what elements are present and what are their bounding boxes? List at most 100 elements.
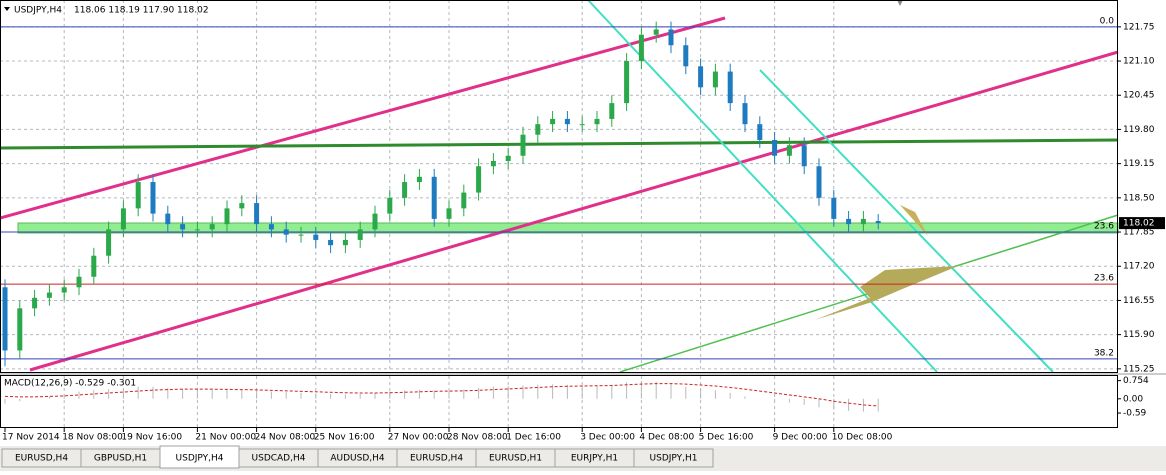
candle-body <box>298 234 304 236</box>
ohlc: 118.06 118.19 117.90 118.02 <box>74 6 209 16</box>
channel-line <box>759 69 1054 373</box>
x-tick-label: 25 Nov 16:00 <box>314 433 375 443</box>
tab-label[interactable]: USDJPY,H4 <box>176 454 224 464</box>
candle-body <box>342 239 348 246</box>
candle-body <box>624 61 630 104</box>
channel-line <box>0 16 726 220</box>
plot <box>0 21 1118 412</box>
tab-label[interactable]: GBPUSD,H1 <box>94 454 147 464</box>
y-tick-label: 116.55 <box>1123 296 1155 306</box>
tab-label[interactable]: EURJPY,H1 <box>571 454 618 464</box>
candle-body <box>416 176 422 183</box>
x-tick-label: 28 Nov 08:00 <box>447 433 508 443</box>
candle-body <box>283 229 289 235</box>
candle-body <box>180 224 186 230</box>
tab-label[interactable]: USDCAD,H4 <box>252 454 306 464</box>
y-tick-label: 121.10 <box>1123 57 1155 67</box>
candle-body <box>712 71 718 88</box>
candle-body <box>313 234 319 240</box>
x-tick-label: 5 Dec 16:00 <box>699 433 754 443</box>
x-tick-label: 27 Nov 00:00 <box>388 433 449 443</box>
candle-body <box>17 308 23 351</box>
candle-body <box>150 182 156 214</box>
y-tick-label: 120.45 <box>1123 91 1155 101</box>
candle-body <box>165 213 171 225</box>
candle-body <box>846 218 852 225</box>
candle-body <box>505 155 511 162</box>
candle-body <box>76 276 82 288</box>
candle-body <box>727 71 733 104</box>
fib-label: 23.6 <box>1094 274 1114 284</box>
candle-body <box>860 218 866 225</box>
candle-body <box>46 292 52 298</box>
tab-label[interactable]: USDJPY,H1 <box>650 454 698 464</box>
candle-body <box>387 197 393 214</box>
candle-body <box>328 239 334 246</box>
candle-body <box>535 124 541 135</box>
x-tick-label: 24 Nov 08:00 <box>255 433 316 443</box>
candle-body <box>476 166 482 193</box>
candle-body <box>372 213 378 230</box>
x-tick-label: 10 Dec 08:00 <box>832 433 893 443</box>
candle-body <box>638 34 644 62</box>
tab-label[interactable]: AUDUSD,H4 <box>330 454 385 464</box>
candle-body <box>683 45 689 67</box>
candle-body <box>875 220 881 224</box>
candle-body <box>653 29 659 35</box>
y-tick-label: 118.50 <box>1123 193 1155 203</box>
candle-body <box>446 208 452 219</box>
candle-body <box>564 118 570 125</box>
y-tick-label: 117.85 <box>1123 228 1155 238</box>
candle-body <box>106 229 112 256</box>
x-tick-label: 1 Dec 16:00 <box>506 433 561 443</box>
candle-body <box>32 297 38 309</box>
y-tick-label: -0.59 <box>1123 409 1147 419</box>
fib-label: 23.6 <box>1094 222 1114 232</box>
x-tick-label: 19 Nov 16:00 <box>121 433 182 443</box>
candle-body <box>550 118 556 125</box>
candle-body <box>2 287 8 351</box>
candle-body <box>698 66 704 88</box>
trend-line <box>0 138 1119 150</box>
marker <box>897 0 903 6</box>
candle-body <box>816 166 822 198</box>
candle-body <box>757 124 763 140</box>
y-tick-label: 119.15 <box>1123 159 1155 169</box>
symbol: USDJPY,H4 <box>14 6 62 16</box>
tab[interactable] <box>633 448 714 468</box>
candle-body <box>239 203 245 209</box>
tabs: EURUSD,H4 GBPUSD,H1 USDJPY,H4 USDCAD,H4 AUDU… <box>1 445 714 469</box>
x-tick-label: 9 Dec 00:00 <box>773 433 828 443</box>
channel-line <box>587 0 938 373</box>
main-frame <box>0 0 1118 373</box>
dropdown-icon[interactable] <box>4 7 10 11</box>
fib-label: 38.2 <box>1094 348 1114 358</box>
y-tick-label: 115.90 <box>1123 330 1155 340</box>
candle-body <box>742 103 748 125</box>
candle-body <box>772 139 778 156</box>
candle-body <box>224 208 230 225</box>
candle-body <box>579 124 585 126</box>
y-tick-label: 121.75 <box>1123 22 1155 32</box>
channel-line <box>29 50 1119 372</box>
candle-body <box>431 176 437 219</box>
candle-body <box>135 182 141 209</box>
tab-label[interactable]: EURUSD,H1 <box>489 454 542 464</box>
candle-body <box>91 255 97 277</box>
candle-body <box>120 208 126 230</box>
candle-body <box>520 134 526 156</box>
candle-body <box>609 103 615 119</box>
candle-body <box>194 229 200 231</box>
candle-body <box>357 229 363 240</box>
candle-body <box>461 192 467 209</box>
x-tick-label: 17 Nov 2014 <box>2 433 60 443</box>
tab-label[interactable]: EURUSD,H4 <box>410 454 463 464</box>
x-tick-label: 4 Dec 08:00 <box>639 433 694 443</box>
macd-signal <box>4 383 879 407</box>
macd-frame <box>0 375 1118 428</box>
shape <box>900 205 928 236</box>
tab-label[interactable]: EURUSD,H4 <box>15 454 68 464</box>
